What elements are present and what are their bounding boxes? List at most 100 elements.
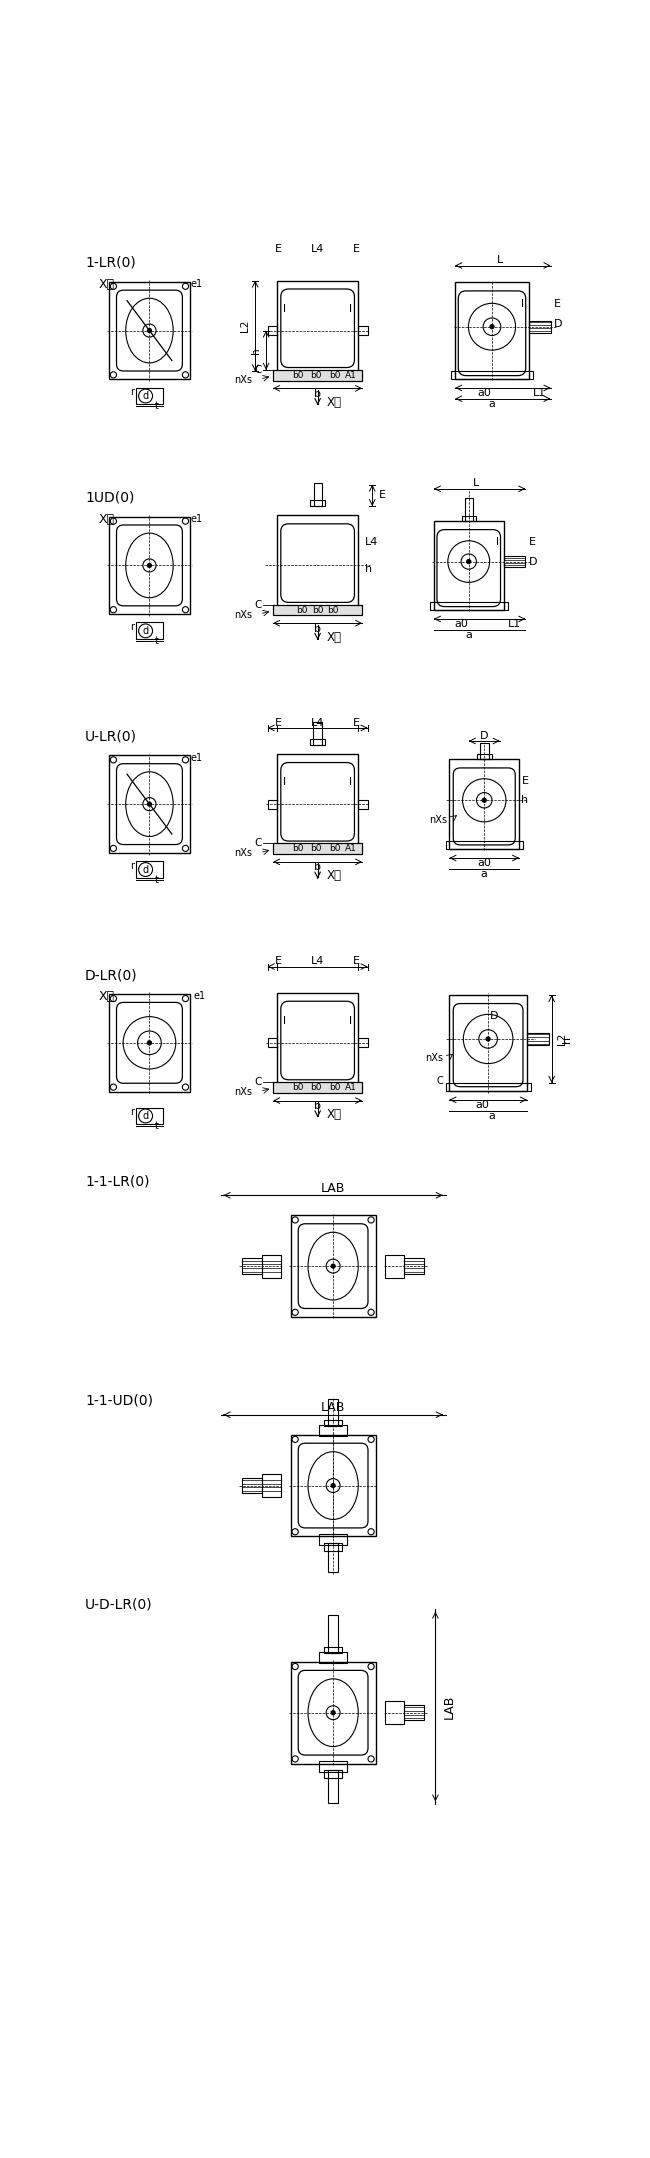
Circle shape bbox=[332, 1711, 335, 1716]
Bar bbox=[310, 501, 326, 507]
Text: a: a bbox=[489, 399, 495, 410]
Text: D-LR(0): D-LR(0) bbox=[85, 969, 138, 982]
Text: A1: A1 bbox=[344, 1083, 356, 1092]
Text: l: l bbox=[521, 298, 524, 309]
Text: l: l bbox=[496, 537, 499, 548]
Text: A1: A1 bbox=[344, 371, 356, 380]
Text: 1-1-UD(0): 1-1-UD(0) bbox=[85, 1394, 153, 1407]
Text: E: E bbox=[275, 244, 282, 255]
Bar bbox=[328, 1614, 338, 1653]
Bar bbox=[268, 326, 277, 334]
Text: b0: b0 bbox=[310, 1083, 322, 1092]
Bar bbox=[273, 604, 362, 615]
Bar bbox=[404, 1705, 424, 1720]
Text: b: b bbox=[314, 1101, 321, 1111]
Circle shape bbox=[148, 803, 151, 807]
Text: r: r bbox=[130, 1107, 134, 1118]
Text: a: a bbox=[489, 1111, 495, 1120]
Text: a: a bbox=[481, 870, 488, 878]
Text: l: l bbox=[349, 304, 352, 313]
Text: X向: X向 bbox=[327, 395, 342, 408]
Text: nXs: nXs bbox=[234, 611, 252, 619]
Bar bbox=[358, 798, 368, 809]
Bar bbox=[385, 1701, 404, 1724]
Bar bbox=[277, 516, 358, 606]
Bar bbox=[273, 844, 362, 855]
Bar bbox=[109, 755, 190, 852]
Text: D: D bbox=[528, 557, 537, 568]
Text: l: l bbox=[349, 777, 352, 788]
Text: C: C bbox=[254, 365, 261, 375]
Bar bbox=[319, 1534, 347, 1545]
Bar bbox=[529, 322, 551, 332]
Text: t: t bbox=[155, 637, 159, 645]
Text: L1: L1 bbox=[508, 619, 521, 630]
Bar bbox=[527, 1034, 549, 1044]
Text: X向: X向 bbox=[98, 278, 114, 291]
Text: E: E bbox=[275, 716, 282, 727]
Text: b0: b0 bbox=[292, 371, 303, 380]
Bar bbox=[273, 844, 362, 855]
Text: d: d bbox=[142, 391, 149, 401]
Bar bbox=[273, 1081, 362, 1092]
Text: L4: L4 bbox=[311, 716, 324, 727]
Circle shape bbox=[486, 1038, 490, 1040]
Bar bbox=[445, 842, 523, 848]
Text: b: b bbox=[314, 388, 321, 399]
Text: E: E bbox=[275, 956, 282, 967]
Text: C: C bbox=[254, 839, 261, 848]
Bar bbox=[449, 995, 527, 1090]
Circle shape bbox=[467, 559, 471, 563]
Text: h: h bbox=[251, 347, 261, 354]
Circle shape bbox=[332, 1265, 335, 1269]
Text: A1: A1 bbox=[344, 844, 356, 852]
Text: E: E bbox=[378, 490, 385, 501]
Circle shape bbox=[490, 326, 494, 328]
Text: t: t bbox=[155, 1120, 159, 1131]
Text: b0: b0 bbox=[328, 606, 339, 615]
Bar bbox=[135, 1107, 163, 1124]
Circle shape bbox=[148, 328, 151, 332]
Bar bbox=[319, 1424, 347, 1435]
Text: d: d bbox=[142, 865, 149, 874]
Text: l: l bbox=[283, 777, 286, 788]
Bar bbox=[291, 1215, 376, 1316]
Bar bbox=[328, 1543, 338, 1571]
Text: D: D bbox=[480, 732, 489, 742]
Bar bbox=[273, 604, 362, 615]
Bar bbox=[445, 1083, 531, 1090]
Text: D: D bbox=[554, 319, 562, 330]
Bar bbox=[268, 798, 277, 809]
Bar bbox=[273, 369, 362, 380]
Text: e1: e1 bbox=[193, 991, 205, 1001]
Text: a0: a0 bbox=[454, 619, 468, 630]
Text: E: E bbox=[353, 956, 360, 967]
Bar bbox=[480, 742, 489, 760]
Bar bbox=[135, 388, 163, 404]
Text: b0: b0 bbox=[310, 371, 322, 380]
Text: d: d bbox=[142, 626, 149, 637]
Text: LAB: LAB bbox=[443, 1694, 456, 1718]
Bar bbox=[324, 1770, 343, 1778]
Text: b0: b0 bbox=[292, 844, 303, 852]
Text: X向: X向 bbox=[98, 991, 114, 1003]
Bar bbox=[242, 1258, 262, 1273]
Bar bbox=[319, 1761, 347, 1772]
Text: e1: e1 bbox=[190, 278, 203, 289]
Bar bbox=[291, 1435, 376, 1536]
Text: nXs: nXs bbox=[234, 375, 252, 384]
Bar bbox=[358, 1038, 368, 1047]
Bar bbox=[465, 498, 473, 520]
Bar bbox=[313, 721, 322, 745]
Bar bbox=[135, 622, 163, 639]
Text: E: E bbox=[528, 537, 536, 548]
Bar bbox=[434, 520, 504, 611]
Circle shape bbox=[148, 1040, 151, 1044]
Bar bbox=[455, 283, 529, 378]
Bar bbox=[310, 738, 326, 745]
Text: LAB: LAB bbox=[321, 1183, 345, 1196]
Bar bbox=[262, 1254, 281, 1278]
Bar bbox=[504, 557, 525, 568]
Bar bbox=[262, 1474, 281, 1498]
Bar bbox=[476, 753, 492, 760]
